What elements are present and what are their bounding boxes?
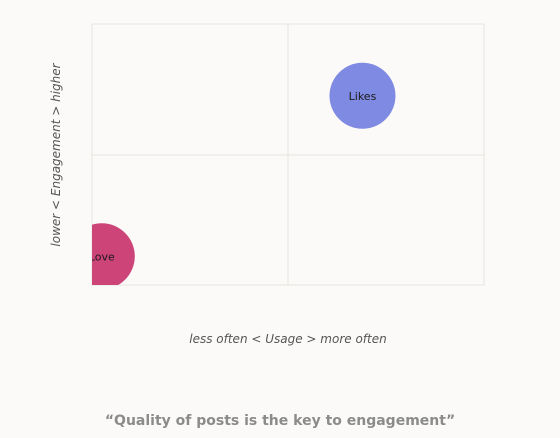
y-axis-label: lower < Engagement > higher [49,62,63,246]
bubble-label-love: Love [89,250,115,263]
bubble-label-likes: Likes [349,90,377,103]
chart-caption: “Quality of posts is the key to engageme… [0,413,560,429]
chart: Likes Love less often < Usage > more ofte… [0,0,560,400]
x-axis-label: less often < Usage > more often [189,332,386,346]
